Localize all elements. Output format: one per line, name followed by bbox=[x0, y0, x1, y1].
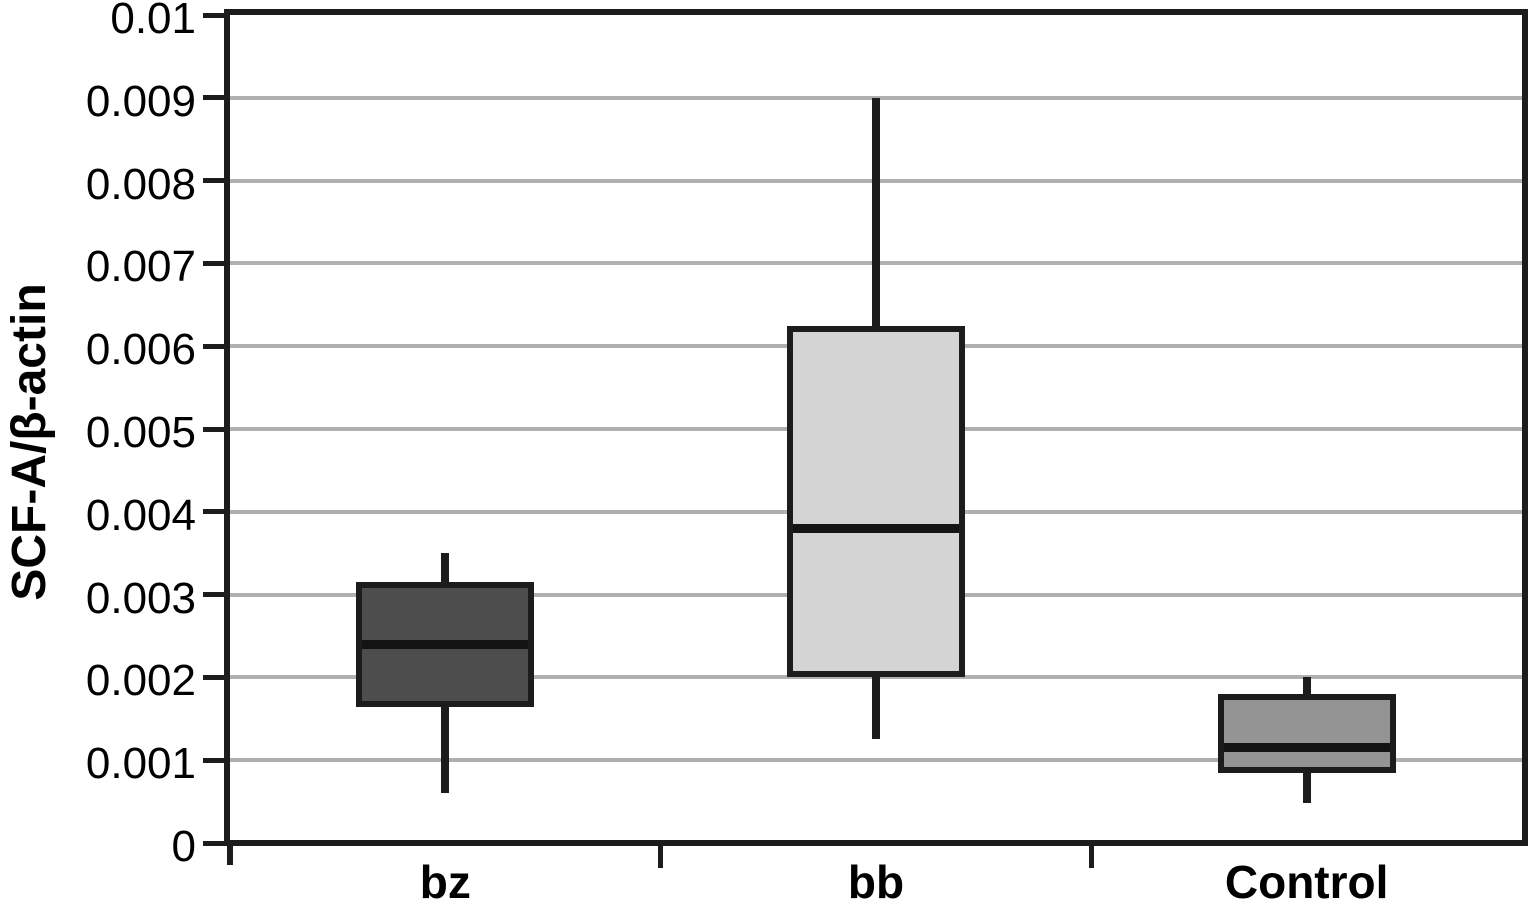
y-tick-label: 0.003 bbox=[85, 573, 196, 623]
y-tick bbox=[203, 260, 230, 266]
y-tick-label: 0 bbox=[171, 822, 196, 871]
box bbox=[787, 325, 965, 678]
y-tick bbox=[203, 12, 230, 18]
y-tick bbox=[203, 757, 230, 763]
y-tick bbox=[203, 840, 230, 846]
y-tick bbox=[203, 95, 230, 101]
x-tick bbox=[1088, 846, 1094, 868]
y-tick-label: 0.006 bbox=[85, 325, 196, 375]
y-tick bbox=[203, 674, 230, 680]
x-tick bbox=[658, 846, 664, 868]
y-axis-extension bbox=[227, 846, 233, 865]
y-tick-label: 0.007 bbox=[85, 242, 196, 292]
y-tick bbox=[203, 343, 230, 349]
x-category-label: Control bbox=[1224, 856, 1389, 908]
x-category-label: bz bbox=[419, 856, 471, 908]
box bbox=[1217, 693, 1396, 773]
y-tick-label: 0.001 bbox=[85, 739, 196, 789]
y-tick bbox=[203, 509, 230, 515]
y-tick-label: 0.004 bbox=[85, 490, 196, 540]
median-line bbox=[793, 523, 959, 533]
gridline bbox=[230, 758, 1522, 763]
median-line bbox=[362, 639, 529, 649]
y-tick-label: 0.008 bbox=[85, 159, 196, 209]
y-tick-label: 0.01 bbox=[110, 0, 196, 43]
y-tick bbox=[203, 592, 230, 598]
y-tick-label: 0.002 bbox=[85, 656, 196, 706]
y-tick bbox=[203, 178, 230, 184]
median-line bbox=[1223, 743, 1390, 753]
y-tick-label: 0.009 bbox=[85, 76, 196, 126]
y-tick-label: 0.005 bbox=[85, 408, 196, 457]
x-category-label: bb bbox=[847, 856, 905, 908]
y-tick bbox=[203, 426, 230, 432]
